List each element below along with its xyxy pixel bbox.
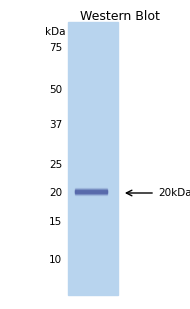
Text: 25: 25: [49, 160, 62, 170]
Text: kDa: kDa: [45, 27, 66, 37]
Bar: [75, 190, 107, 193]
Bar: [75, 191, 107, 194]
Text: 20kDa: 20kDa: [158, 188, 190, 198]
Text: 75: 75: [49, 43, 62, 53]
Text: 20: 20: [49, 188, 62, 198]
Bar: [75, 188, 107, 191]
Text: Western Blot: Western Blot: [80, 10, 160, 23]
Text: 50: 50: [49, 85, 62, 95]
Text: 15: 15: [49, 217, 62, 227]
Text: 10: 10: [49, 255, 62, 265]
Text: 37: 37: [49, 120, 62, 130]
Bar: [68, 22, 118, 295]
Bar: [75, 192, 107, 195]
Bar: [75, 189, 107, 192]
